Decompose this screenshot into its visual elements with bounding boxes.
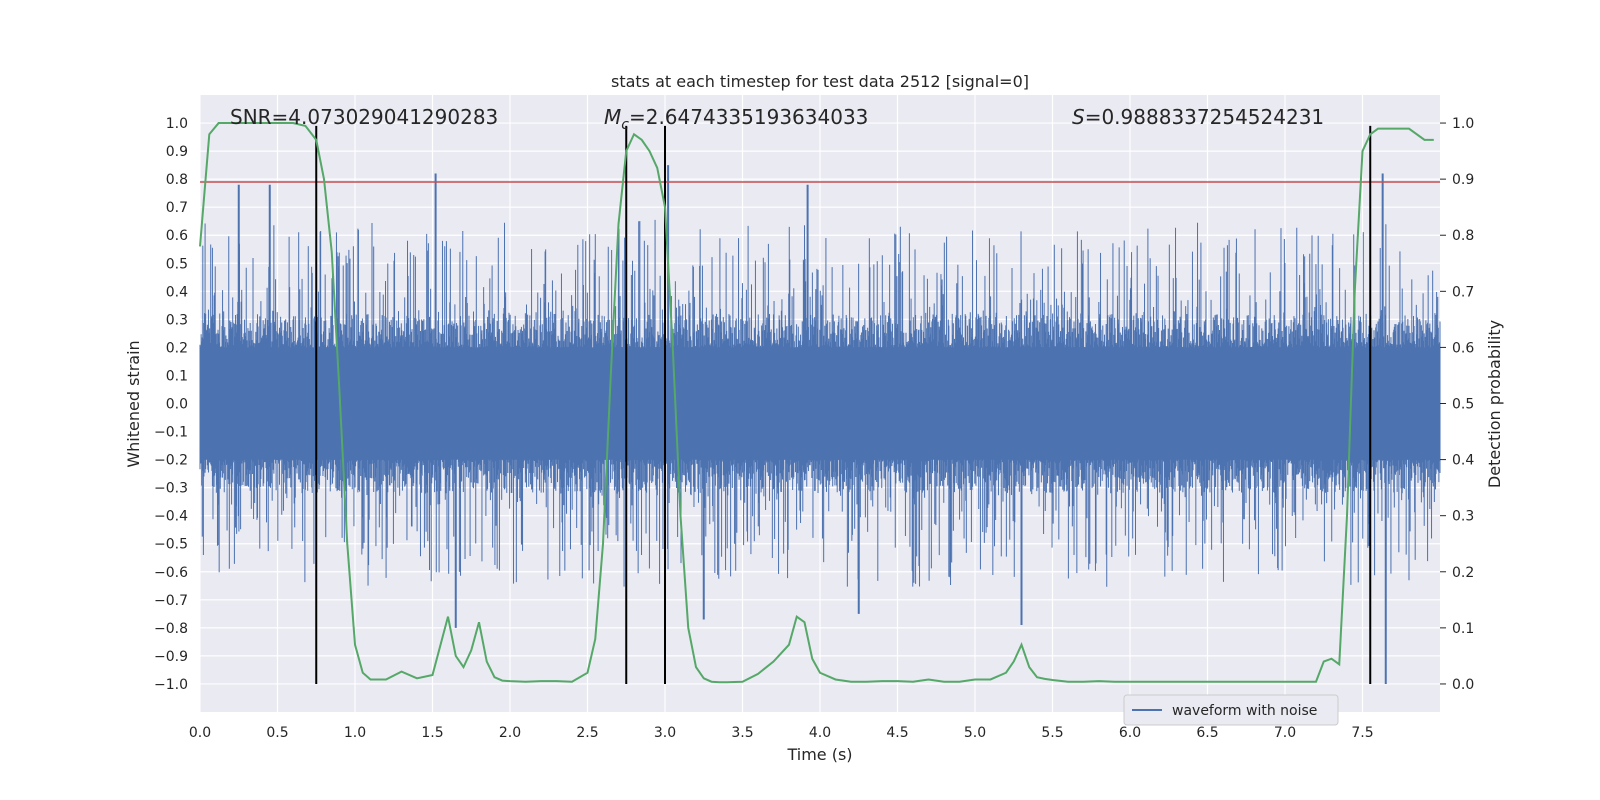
y-left-tick-label-3: 0.7 bbox=[166, 200, 188, 216]
y-right-tick-label-2: 0.8 bbox=[1452, 228, 1474, 244]
y-left-tick-label-14: −0.4 bbox=[154, 509, 188, 525]
y-left-tick-label-13: −0.3 bbox=[154, 481, 188, 497]
x-tick-label-10: 5.0 bbox=[964, 725, 986, 741]
x-tick-label-11: 5.5 bbox=[1041, 725, 1063, 741]
x-tick-label-4: 2.0 bbox=[499, 725, 521, 741]
y-right-tick-label-4: 0.6 bbox=[1452, 340, 1474, 356]
x-ticks: 0.0 0.5 1.0 1.5 2.0 2.5 3.0 3.5 4.0 4.5 5.0 5.5 6.0 6… bbox=[189, 725, 1374, 741]
y-right-tick-label-5: 0.5 bbox=[1452, 397, 1474, 413]
y-right-tick-label-3: 0.7 bbox=[1452, 284, 1474, 300]
y-right-tick-label-7: 0.3 bbox=[1452, 509, 1474, 525]
y-left-tick-label-7: 0.3 bbox=[166, 312, 188, 328]
y-left-axis-label: Whitened strain bbox=[124, 340, 143, 467]
y-left-tick-label-16: −0.6 bbox=[154, 565, 188, 581]
x-tick-label-8: 4.0 bbox=[809, 725, 831, 741]
y-left-tick-label-4: 0.6 bbox=[166, 228, 188, 244]
chirp-mass-symbol: M bbox=[604, 105, 621, 129]
y-left-tick-label-10: 0.0 bbox=[166, 397, 188, 413]
s-symbol: S bbox=[1072, 105, 1085, 129]
y-left-tick-label-20: −1.0 bbox=[154, 677, 188, 693]
y-right-tick-label-1: 0.9 bbox=[1452, 172, 1474, 188]
y-right-tick-label-10: 0.0 bbox=[1452, 677, 1474, 693]
y-left-tick-label-19: −0.9 bbox=[154, 649, 188, 665]
y-left-tick-label-18: −0.8 bbox=[154, 621, 188, 637]
x-tick-label-9: 4.5 bbox=[886, 725, 908, 741]
x-tick-label-15: 7.5 bbox=[1351, 725, 1373, 741]
y-left-tick-label-11: −0.1 bbox=[154, 425, 188, 441]
x-tick-label-7: 3.5 bbox=[731, 725, 753, 741]
legend: waveform with noise bbox=[1123, 694, 1339, 726]
y-left-tick-label-8: 0.2 bbox=[166, 340, 188, 356]
x-tick-label-2: 1.0 bbox=[344, 725, 366, 741]
x-tick-label-3: 1.5 bbox=[421, 725, 443, 741]
s-value: =0.9888337254524231 bbox=[1085, 105, 1324, 129]
y-right-axis-label: Detection probability bbox=[1485, 320, 1504, 488]
x-tick-label-1: 0.5 bbox=[266, 725, 288, 741]
y-right-tick-label-8: 0.2 bbox=[1452, 565, 1474, 581]
chirp-mass-annotation: Mc=2.6474335193634033 bbox=[604, 105, 868, 133]
y-right-tick-label-9: 0.1 bbox=[1452, 621, 1474, 637]
y-left-tick-label-0: 1.0 bbox=[166, 116, 188, 132]
legend-label: waveform with noise bbox=[1172, 703, 1317, 719]
chirp-mass-value: =2.6474335193634033 bbox=[629, 105, 868, 129]
y-left-tick-label-5: 0.5 bbox=[166, 256, 188, 272]
y-left-tick-label-12: −0.2 bbox=[154, 453, 188, 469]
y-right-ticks: 1.0 0.9 0.8 0.7 0.6 0.5 0.4 0.3 0.2 0.1 0.0 bbox=[1440, 116, 1474, 693]
y-left-tick-label-2: 0.8 bbox=[166, 172, 188, 188]
chirp-mass-subscript: c bbox=[621, 117, 629, 133]
y-left-tick-label-1: 0.9 bbox=[166, 144, 188, 160]
y-left-tick-label-15: −0.5 bbox=[154, 537, 188, 553]
x-tick-label-0: 0.0 bbox=[189, 725, 211, 741]
y-right-tick-label-0: 1.0 bbox=[1452, 116, 1474, 132]
detection-probability-line bbox=[199, 122, 1434, 684]
y-right-tick-label-6: 0.4 bbox=[1452, 453, 1474, 469]
x-tick-label-6: 3.0 bbox=[654, 725, 676, 741]
y-left-ticks: 1.0 0.9 0.8 0.7 0.6 0.5 0.4 0.3 0.2 0.1 0.0 −0.1 −0.… bbox=[154, 116, 188, 693]
x-tick-label-13: 6.5 bbox=[1196, 725, 1218, 741]
x-axis-label: Time (s) bbox=[786, 745, 852, 764]
y-left-tick-label-17: −0.7 bbox=[154, 593, 188, 609]
x-tick-label-5: 2.5 bbox=[576, 725, 598, 741]
waveform-series bbox=[199, 165, 1441, 684]
s-annotation: S=0.9888337254524231 bbox=[1072, 105, 1324, 129]
waveform-noise bbox=[199, 219, 1441, 587]
y-left-tick-label-9: 0.1 bbox=[166, 368, 188, 384]
snr-annotation: SNR=4.073029041290283 bbox=[230, 105, 498, 129]
y-left-tick-label-6: 0.4 bbox=[166, 284, 188, 300]
chart-title: stats at each timestep for test data 251… bbox=[611, 72, 1029, 91]
x-tick-label-14: 7.0 bbox=[1274, 725, 1296, 741]
x-tick-label-12: 6.0 bbox=[1119, 725, 1141, 741]
legend-box bbox=[1123, 694, 1339, 726]
